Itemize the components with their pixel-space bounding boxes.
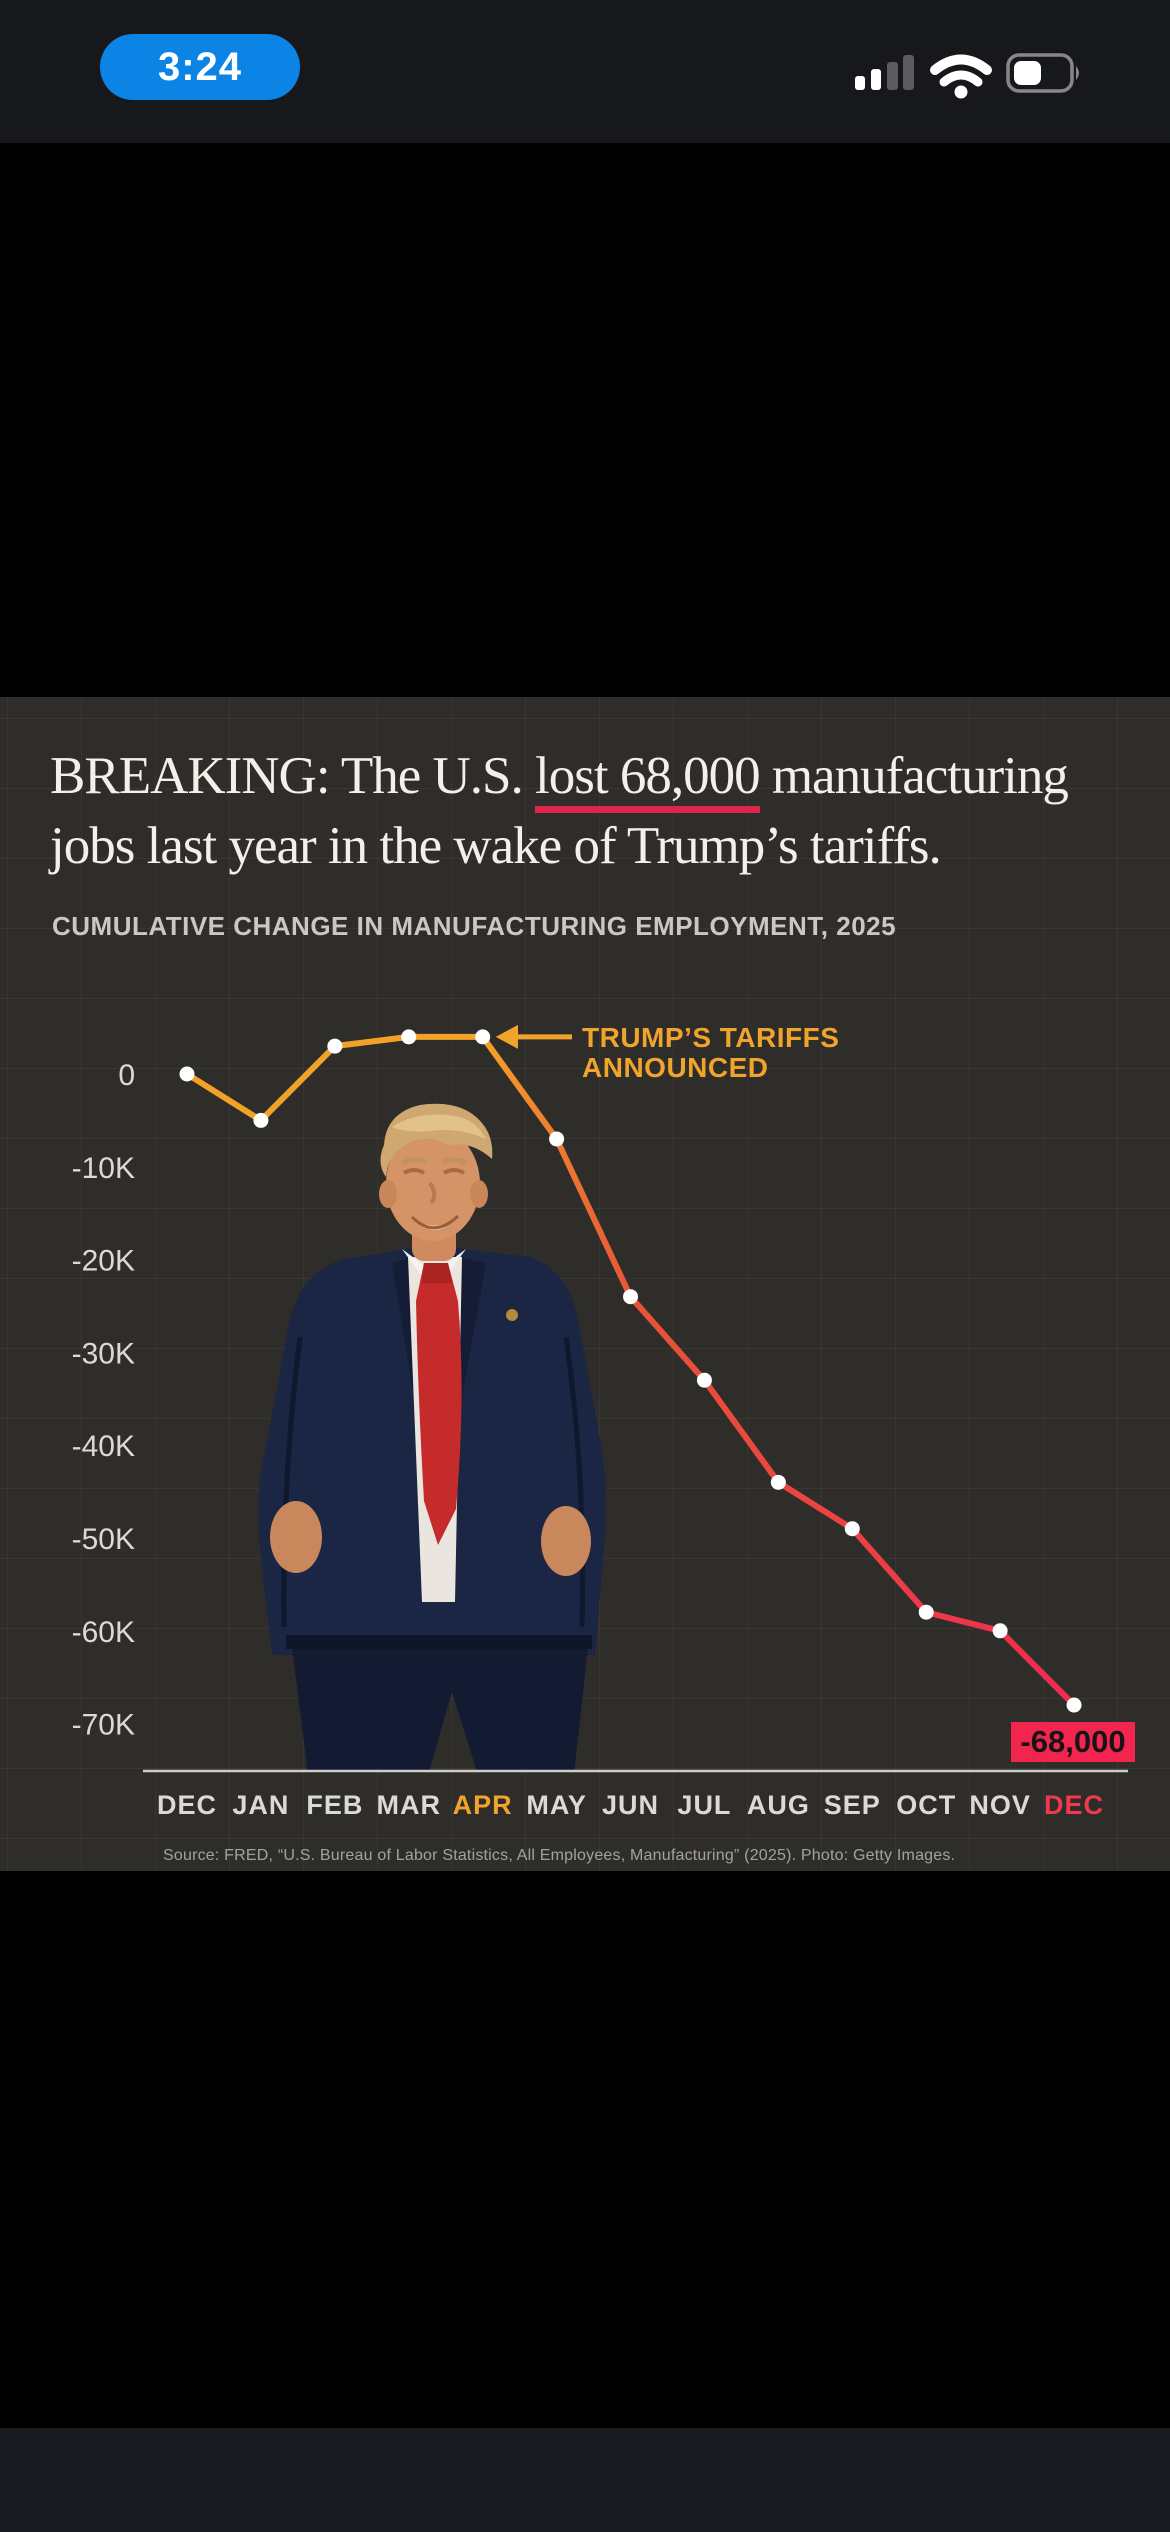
tariffs-jobs-graphic: BREAKING: The U.S. lost 68,000 manufactu… xyxy=(0,697,1170,1871)
headline-pre: BREAKING: The U.S. xyxy=(50,747,535,805)
chart-subtitle: CUMULATIVE CHANGE IN MANUFACTURING EMPLO… xyxy=(52,911,897,941)
y-tick-label: -70K xyxy=(72,1709,135,1742)
data-point xyxy=(770,1474,786,1490)
x-tick-label: JAN xyxy=(232,1790,289,1820)
x-tick-label: OCT xyxy=(896,1790,956,1820)
employment-line-chart: 0 -10K -20K -30K -40K -50K -60K -70K DEC JAN FEB MA… xyxy=(72,1022,1135,1820)
x-tick-label: MAR xyxy=(377,1790,442,1820)
x-tick-label: JUL xyxy=(677,1790,731,1820)
x-tick-label: AUG xyxy=(747,1790,810,1820)
time-pill[interactable]: 3:24 xyxy=(100,34,300,100)
data-point xyxy=(1066,1697,1082,1713)
y-tick-label: -60K xyxy=(72,1616,135,1649)
headline-line2: jobs last year in the wake of Trump’s ta… xyxy=(50,817,942,875)
home-indicator-bar xyxy=(0,2428,1170,2532)
y-tick-label: -20K xyxy=(72,1245,135,1278)
data-point xyxy=(696,1372,712,1388)
data-point xyxy=(992,1623,1008,1639)
data-point xyxy=(401,1029,417,1045)
y-tick-label: 0 xyxy=(118,1059,135,1092)
data-point xyxy=(475,1029,491,1045)
status-icons xyxy=(843,47,1103,99)
data-point xyxy=(179,1066,195,1082)
status-bar: 3:24 xyxy=(0,0,1170,143)
annotation-arrowhead xyxy=(495,1024,518,1049)
y-tick-label: -50K xyxy=(72,1523,135,1556)
end-value-label: -68,000 xyxy=(1020,1724,1125,1759)
end-value-badge xyxy=(1011,1722,1135,1762)
x-tick-label: SEP xyxy=(824,1790,881,1820)
x-tick-label: DEC xyxy=(1044,1790,1104,1820)
x-tick-label: APR xyxy=(453,1790,513,1820)
y-tick-label: -40K xyxy=(72,1430,135,1463)
headline-post: manufacturing xyxy=(759,747,1069,805)
data-point xyxy=(844,1521,860,1537)
data-point xyxy=(623,1289,639,1305)
data-point xyxy=(253,1112,269,1128)
wifi-icon xyxy=(930,54,992,99)
x-tick-label: FEB xyxy=(306,1790,363,1820)
x-tick-label: MAY xyxy=(526,1790,587,1820)
source-credit: Source: FRED, “U.S. Bureau of Labor Stat… xyxy=(163,1847,956,1864)
clock-time: 3:24 xyxy=(157,44,243,89)
trump-photo xyxy=(258,1103,606,1771)
battery-icon xyxy=(1006,53,1079,93)
headline: BREAKING: The U.S. lost 68,000 manufactu… xyxy=(50,741,1130,881)
data-point xyxy=(549,1131,565,1147)
headline-underlined-figure: lost 68,000 xyxy=(535,747,761,813)
x-tick-label: DEC xyxy=(157,1790,217,1820)
data-point xyxy=(918,1604,934,1620)
data-point xyxy=(327,1038,343,1054)
cellular-signal-icon xyxy=(855,55,914,90)
x-tick-label: NOV xyxy=(969,1790,1031,1820)
y-tick-label: -30K xyxy=(72,1337,135,1370)
y-tick-label: -10K xyxy=(72,1152,135,1185)
x-tick-label: JUN xyxy=(602,1790,659,1820)
annotation-line1: TRUMP’S TARIFFS xyxy=(582,1022,839,1053)
annotation-line2: ANNOUNCED xyxy=(582,1052,769,1083)
